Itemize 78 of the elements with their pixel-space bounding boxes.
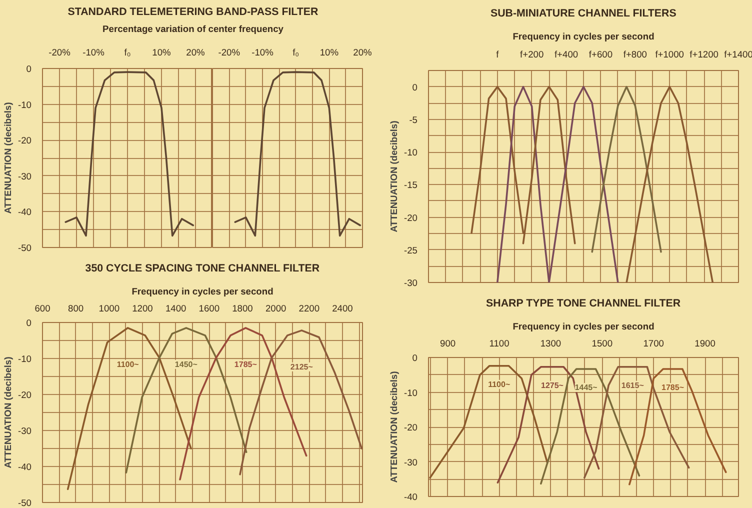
chart-subtitle: Frequency in cycles per second [132,286,274,296]
x-tick-label: -20% [218,48,240,58]
y-tick-label: -40 [18,462,32,472]
x-tick-label: 10% [152,48,171,58]
y-tick-label: -10 [404,388,418,398]
series-label: 1445~ [574,382,598,392]
x-tick-label: 20% [186,48,205,58]
y-tick-label: -15 [404,180,418,190]
y-tick-label: -5 [409,114,418,125]
series-label: 1785~ [234,360,258,369]
y-axis-title: ATTENUATION (decibels) [3,102,14,214]
y-tick-label: -30 [404,457,418,468]
y-tick-label: -40 [404,492,418,502]
y-axis-title: ATTENUATION (decibels) [3,356,14,468]
x-tick-label: 1800 [232,304,253,314]
y-tick-label: 0 [412,353,418,363]
chart-subtitle: Percentage variation of center frequency [102,23,284,36]
x-tick-label: -10% [82,48,104,58]
x-tick-label: 900 [440,338,456,348]
x-tick-label: 1200 [132,304,153,314]
x-tick-label: 2000 [265,304,286,314]
series-label: 1615~ [621,380,644,390]
y-tick-label: 0 [26,318,32,328]
series-label: 2125~ [290,362,314,372]
x-tick-label: 1400 [165,304,186,314]
series-label: 1100~ [488,380,510,389]
y-tick-label: -10 [18,100,32,110]
chart-title: SHARP TYPE TONE CHANNEL FILTER [486,298,681,310]
x-tick-label: f+1000 [655,50,684,60]
x-tick-label: 1900 [694,338,716,348]
y-tick-label: -30 [404,278,418,288]
x-tick-label: 2400 [332,304,353,314]
x-tick-label: f₀ [292,48,300,58]
chart-title: STANDARD TELEMETERING BAND-PASS FILTER [66,5,320,20]
x-tick-label: 10% [320,48,339,58]
x-tick-label: f₀ [124,48,131,58]
chart-title: 350 CYCLE SPACING TONE CHANNEL FILTER [85,262,320,274]
chart-subtitle: Frequency in cycles per second [512,32,655,42]
y-tick-label: 0 [26,64,32,74]
x-tick-label: f+200 [520,50,544,60]
x-tick-label: 1600 [198,304,220,314]
x-tick-label: f+600 [588,50,613,60]
series-label: 1100~ [116,360,140,369]
y-tick-label: -20 [18,390,32,400]
x-tick-label: 1500 [592,338,613,348]
y-axis-title: ATTENUATION (decibels) [389,120,400,232]
y-tick-label: -20 [18,136,32,146]
y-axis-title: ATTENUATION (decibels) [389,371,400,483]
y-tick-label: -50 [18,243,32,253]
x-tick-label: 1700 [643,338,664,348]
x-tick-label: f+400 [554,50,578,60]
y-tick-label: -40 [18,207,32,218]
x-tick-label: f+1200 [690,50,718,60]
y-tick-label: -25 [404,245,418,256]
chart-title: SUB-MINIATURE CHANNEL FILTERS [490,8,676,20]
x-tick-label: 1100 [489,338,510,348]
x-tick-label: 600 [34,304,50,314]
y-tick-label: 0 [412,82,418,92]
x-tick-label: -20% [48,48,70,58]
series-label: 1275~ [541,380,564,390]
y-tick-label: -30 [18,426,32,436]
y-tick-label: -10 [18,354,32,364]
y-tick-label: -50 [18,498,32,508]
y-tick-label: -20 [404,422,418,432]
x-tick-label: 20% [353,48,372,58]
y-tick-label: -10 [404,148,418,158]
y-tick-label: -20 [404,212,418,223]
x-tick-label: 1000 [98,304,120,314]
series-label: 1785~ [662,382,684,392]
x-tick-label: -10% [252,48,274,58]
series-label: 1450~ [174,360,198,369]
x-tick-label: 2200 [298,304,320,314]
x-tick-label: f+800 [623,50,647,60]
chart-subtitle: Frequency in cycles per second [512,322,655,332]
y-tick-label: -30 [18,171,32,182]
x-tick-label: 1300 [540,338,562,348]
x-tick-label: f [496,50,500,60]
x-tick-label: 800 [68,304,84,314]
